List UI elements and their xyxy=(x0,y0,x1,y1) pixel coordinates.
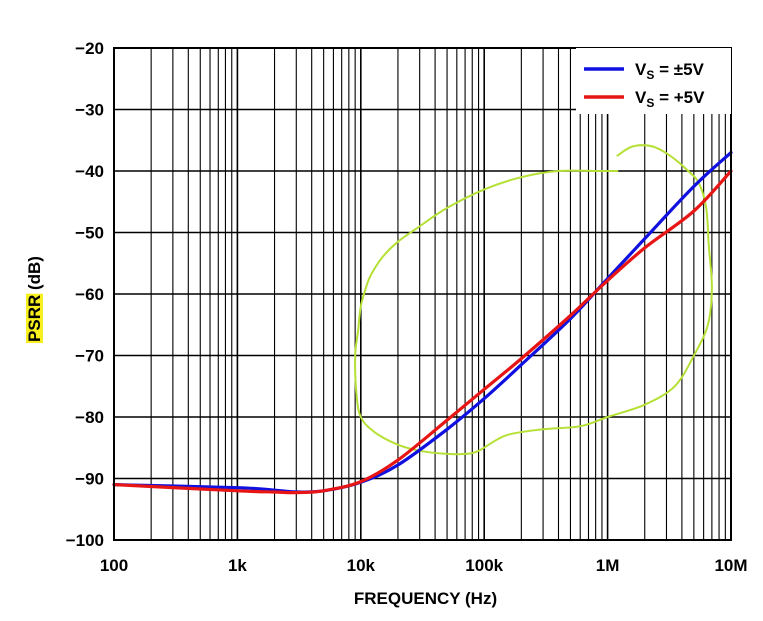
x-tick-label: 1M xyxy=(596,556,620,575)
y-axis-title: PSRR (dB) xyxy=(25,256,44,343)
legend: VS = ±5V VS = +5V xyxy=(576,48,731,114)
y-axis-title-unit: (dB) xyxy=(25,256,44,295)
series-layer xyxy=(112,151,733,495)
y-tick-label: −70 xyxy=(75,347,104,366)
y-tick-label: −60 xyxy=(75,285,104,304)
x-tick-label: 100 xyxy=(100,556,128,575)
legend-label: VS = ±5V xyxy=(635,60,705,82)
y-tick-label: −30 xyxy=(75,101,104,120)
x-tick-label: 10M xyxy=(714,556,747,575)
series-line-vs-single-5v xyxy=(112,169,733,495)
y-tick-label: −80 xyxy=(75,408,104,427)
y-tick-label: −100 xyxy=(66,531,104,550)
series-line-vs-dual-5v xyxy=(112,151,733,494)
x-tick-label: 100k xyxy=(465,556,503,575)
legend-box xyxy=(576,48,731,114)
grid xyxy=(113,47,731,541)
y-axis-title-quantity: PSRR xyxy=(25,295,44,342)
y-tick-label: −20 xyxy=(75,39,104,58)
x-tick-label: 1k xyxy=(228,556,247,575)
annotation-layer xyxy=(354,144,713,456)
y-tick-label: −50 xyxy=(75,224,104,243)
x-tick-label: 10k xyxy=(347,556,376,575)
annotation-loop xyxy=(354,144,713,456)
tick-labels: −20 −30 −40 −50 −60 −70 −80 −90 −100 100 1k 10k 100k… xyxy=(66,39,748,575)
y-tick-label: −40 xyxy=(75,162,104,181)
axis-titles: FREQUENCY (Hz) PSRR (dB) xyxy=(25,256,497,608)
y-tick-label: −90 xyxy=(75,470,104,489)
y-axis-title-highlight xyxy=(26,293,43,343)
plot-frame xyxy=(113,47,732,541)
x-axis-title: FREQUENCY (Hz) xyxy=(354,589,497,608)
legend-label: VS = +5V xyxy=(635,88,705,110)
y-axis-title-text: PSRR (dB) xyxy=(25,256,44,342)
